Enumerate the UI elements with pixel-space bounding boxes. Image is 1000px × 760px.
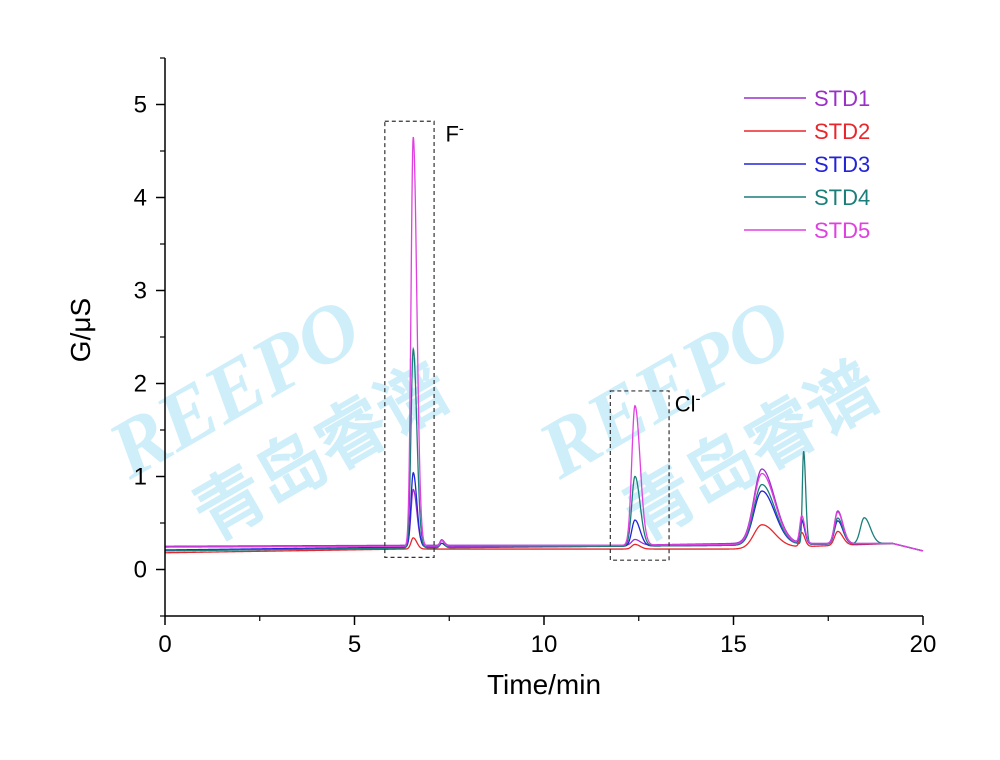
legend: STD1 STD2 STD3 STD4 STD5 (744, 86, 870, 243)
x-tick-label: 5 (348, 631, 361, 658)
axes: 0 5 10 15 20 0 1 2 3 4 5 (134, 57, 937, 658)
x-tick-label: 20 (910, 631, 937, 658)
x-axis-title: Time/min (487, 669, 601, 700)
annotation-box-0 (384, 120, 435, 559)
legend-label-std2: STD2 (814, 119, 870, 144)
y-tick-label: 0 (134, 557, 147, 584)
annotation-label-0: F- (445, 120, 463, 147)
series-layer (165, 136, 924, 554)
y-tick-label: 5 (134, 92, 147, 119)
series-line-std2 (165, 524, 924, 554)
legend-label-std1: STD1 (814, 86, 870, 111)
y-tick-label: 4 (134, 185, 147, 212)
legend-label-std3: STD3 (814, 152, 870, 177)
annotation-box-1 (609, 390, 670, 561)
x-tick-label: 0 (158, 631, 171, 658)
series-line-std5 (165, 136, 924, 552)
x-tick-label: 15 (720, 631, 747, 658)
y-tick-label: 1 (134, 464, 147, 491)
legend-label-std5: STD5 (814, 218, 870, 243)
y-tick-label: 3 (134, 278, 147, 305)
annotation-layer: F-Cl- (384, 120, 701, 561)
y-tick-label: 2 (134, 371, 147, 398)
watermark: REEPO 青岛睿谱 REEPO 青岛睿谱 (93, 280, 893, 557)
series-line-std4 (165, 346, 924, 552)
legend-label-std4: STD4 (814, 185, 870, 210)
y-axis-title: G/μS (65, 298, 96, 362)
x-tick-label: 10 (531, 631, 558, 658)
